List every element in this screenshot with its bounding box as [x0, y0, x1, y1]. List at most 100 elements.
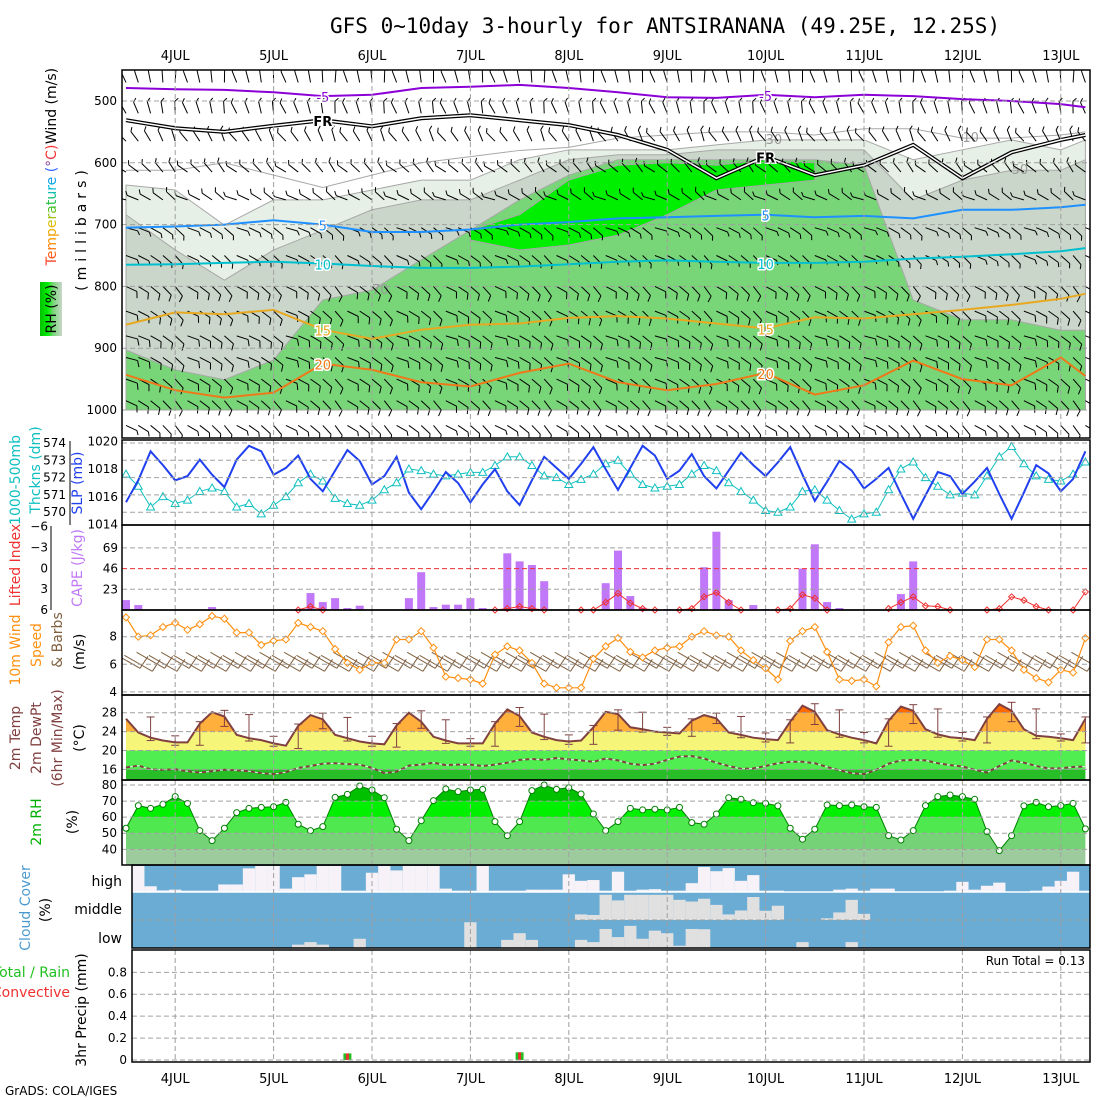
wind-barb [789, 310, 800, 319]
wind-barb-tick [383, 97, 388, 102]
wind-barb [937, 335, 949, 342]
wind-barb [187, 255, 199, 262]
wind-barb-tick [698, 386, 702, 394]
wind-barb [404, 101, 410, 114]
wind-barb-tick [207, 293, 210, 301]
rh-marker [393, 825, 401, 833]
surface-wind-barb [394, 654, 424, 672]
wind-barb [1060, 400, 1070, 410]
wind-barb [546, 164, 557, 173]
wind-barb-tick [765, 189, 768, 195]
wind-barb [224, 227, 234, 236]
wind-barb-tick [207, 407, 210, 415]
wind-barb [147, 70, 152, 83]
wind-barb-tick [735, 125, 739, 131]
wind-barb-tick [257, 407, 260, 415]
wind-barb-tick [247, 361, 250, 368]
wind-barb-tick [418, 385, 420, 393]
cloud-high-bar [390, 870, 403, 892]
wind-barb-tick [247, 231, 251, 236]
li-tick: −6 [30, 520, 48, 534]
wind-barb [765, 356, 778, 362]
wind-barb [236, 335, 249, 341]
wind-barb [892, 162, 902, 173]
wind-barb [814, 335, 827, 340]
wind-barb [836, 101, 840, 114]
wind-barb [420, 425, 431, 434]
wind-barb [642, 286, 651, 296]
wind-barb [863, 356, 876, 362]
wind-barb-tick [759, 98, 763, 103]
thickness-marker [404, 463, 414, 473]
wind-barb-tick [871, 97, 875, 103]
wind-barb-tick [846, 294, 849, 301]
wind-barb [1023, 378, 1036, 384]
temp-contour-label: FR [313, 115, 332, 130]
wind-barb [570, 192, 582, 201]
wind-barb [211, 227, 223, 235]
wind-barb [926, 193, 939, 201]
wind-barb [839, 400, 849, 409]
wind-barb-tick [1045, 292, 1047, 300]
cloud-high-bar [402, 866, 416, 892]
wind-barb [857, 102, 865, 114]
wind-barb-tick [516, 292, 518, 300]
wind-barb [839, 425, 849, 434]
wind-barb [642, 335, 653, 344]
wind-barb [703, 70, 706, 83]
wind-barb [434, 195, 446, 201]
surface-wind-barb [886, 654, 916, 672]
wind-barb-tick [736, 293, 739, 301]
wind-barb-tick [776, 339, 779, 347]
wind-barb [280, 71, 287, 83]
li-line [494, 605, 545, 611]
wind-barb [675, 101, 680, 114]
wind-barb [190, 163, 201, 173]
wind-barb-tick [137, 230, 141, 236]
rh-contour-label: 10 [962, 131, 979, 146]
wind-barb [507, 378, 519, 385]
wind-barb [728, 357, 740, 364]
wind-barb [371, 400, 381, 410]
wind-barb-tick [296, 339, 300, 346]
wind-barb [826, 227, 839, 234]
wind-barb [679, 357, 691, 364]
wind-barb [974, 227, 987, 232]
wind-barb-tick [987, 188, 990, 194]
wind-barb-tick [419, 232, 422, 238]
wind-barb-tick [600, 365, 603, 372]
wind-barb [125, 356, 138, 362]
wind-barb [917, 131, 926, 142]
wind-barb-tick [307, 431, 310, 437]
wind-barb [388, 131, 397, 142]
wind-barb [1072, 255, 1082, 265]
wind-barb [122, 169, 127, 173]
wind-barb-tick [639, 342, 641, 349]
wind-barb-tick [875, 338, 878, 346]
wind-barb [310, 357, 322, 364]
day-label-top: 10JUL [747, 49, 785, 64]
wind-barb [691, 425, 701, 435]
wind-barb [371, 335, 383, 344]
wind-barb-tick [858, 387, 861, 394]
wind-barb [176, 195, 188, 201]
wind-barb-tick [342, 97, 346, 103]
wind-barb [396, 285, 408, 293]
wind-barb [494, 424, 507, 431]
wind-barb-tick [649, 343, 653, 351]
wind-barb [177, 164, 188, 173]
wind-barb [654, 356, 667, 362]
wind-barb [260, 286, 271, 295]
wind-speed-marker [1081, 633, 1090, 643]
wind-barb-tick [875, 360, 878, 368]
wind-barb [285, 425, 297, 432]
wind-barb [408, 400, 419, 409]
wind-barb-tick [697, 295, 701, 302]
wind-barb [134, 70, 139, 83]
wind-barb [580, 286, 591, 296]
wind-barb [760, 71, 767, 83]
wind-barb [630, 335, 641, 343]
wind-barb-tick [390, 98, 394, 103]
wind-barb-tick [1008, 363, 1010, 371]
thickness-marker [317, 476, 328, 485]
